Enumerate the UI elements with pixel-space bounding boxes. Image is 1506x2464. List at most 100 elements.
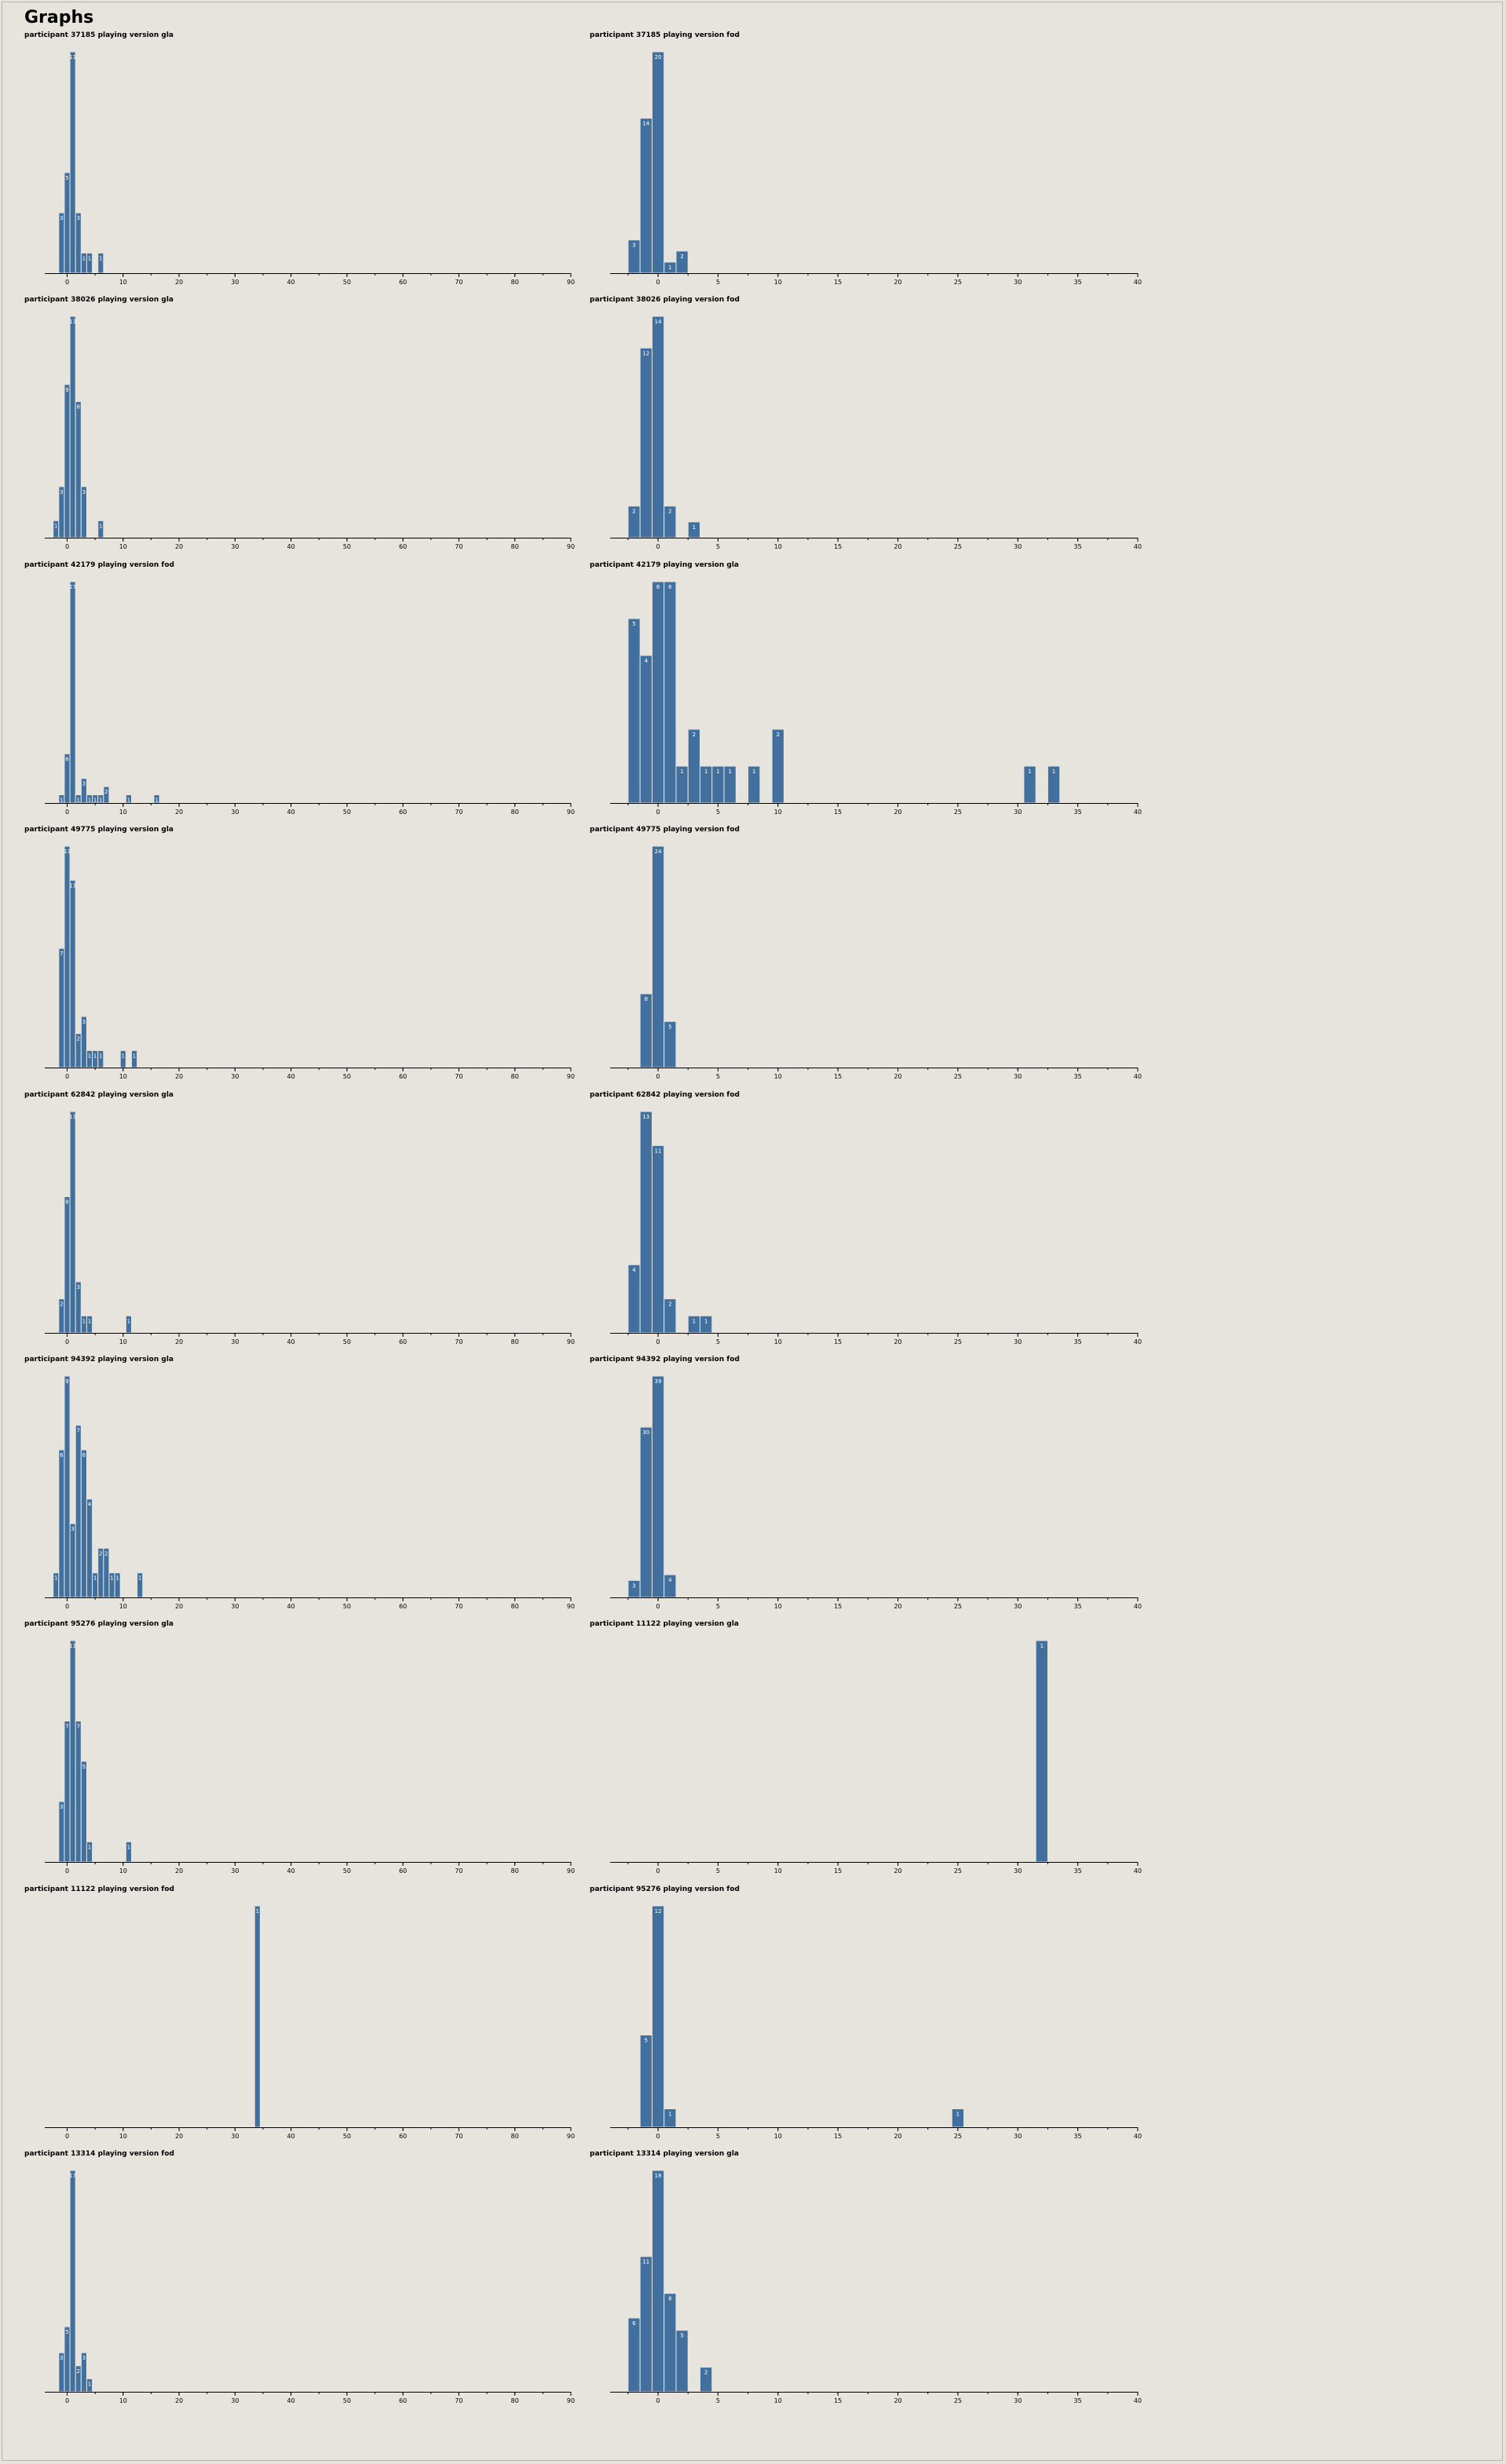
x-axis-tick-label: 70 — [455, 543, 462, 550]
bar-value-label: 20 — [655, 54, 662, 60]
bar-value-label: 4 — [668, 1577, 672, 1583]
x-axis-tick-label: 20 — [894, 279, 901, 286]
x-axis-tick-label: 5 — [716, 809, 720, 816]
x-axis-tick-label: 30 — [231, 543, 239, 550]
bar-value-label: 2 — [680, 254, 683, 260]
x-axis-tick-label: 20 — [894, 1338, 901, 1345]
x-axis-tick-label: 70 — [455, 1338, 462, 1345]
histogram-bar — [75, 1721, 82, 1863]
x-axis-tick-label: 90 — [567, 1867, 575, 1874]
x-axis-tick-label: 35 — [1074, 279, 1082, 286]
bar-value-label: 1 — [99, 524, 102, 530]
x-axis-tick-label: 0 — [656, 2397, 660, 2404]
histogram-bar — [58, 1801, 65, 1863]
histogram-bar — [64, 172, 71, 274]
x-axis-tick-label: 70 — [455, 1603, 462, 1610]
x-axis-tick-label: 10 — [774, 1073, 782, 1080]
x-axis-tick-label: 15 — [834, 279, 842, 286]
x-axis-tick-label: 35 — [1074, 1603, 1082, 1610]
x-axis-tick-label: 30 — [1014, 1073, 1022, 1080]
x-axis-tick-label: 10 — [119, 2397, 127, 2404]
histogram-bar — [69, 2170, 76, 2393]
bar-value-label: 6 — [668, 584, 672, 590]
x-axis-tick-label: 0 — [65, 2133, 69, 2140]
bar-value-label: 11 — [69, 883, 76, 889]
bar-value-label: 3 — [60, 489, 63, 495]
x-axis-tick-label: 5 — [716, 2133, 720, 2140]
x-axis-tick-label: 25 — [954, 543, 962, 550]
x-axis-tick-label: 40 — [1134, 1338, 1142, 1345]
chart-title: participant 37185 playing version gla — [24, 31, 174, 39]
x-axis-tick-label: 60 — [399, 1338, 407, 1345]
bar-value-label: 13 — [69, 319, 76, 325]
bar-value-label: 1 — [728, 768, 731, 775]
x-axis-tick-label: 40 — [287, 2397, 295, 2404]
histogram-bar — [771, 728, 784, 804]
x-axis-tick-label: 0 — [65, 809, 69, 816]
bar-value-label: 4 — [632, 1267, 636, 1273]
histogram-chart: 10 10 20 30 40 50 60 70 80 90 — [45, 1905, 575, 2140]
histogram-bar — [58, 947, 65, 1068]
histogram-chart: 8 24 5 0 5 10 15 20 25 30 35 40 — [610, 845, 1142, 1080]
x-axis-tick-label: 10 — [119, 279, 127, 286]
x-axis-tick-label: 20 — [175, 1073, 183, 1080]
x-axis-tick-label: 40 — [1134, 2397, 1142, 2404]
x-axis-tick-label: 10 — [774, 2133, 782, 2140]
x-axis-tick-label: 0 — [656, 1603, 660, 1610]
bar-value-label: 7 — [60, 951, 63, 957]
histogram-bar — [75, 401, 82, 538]
bar-value-label: 1 — [93, 1575, 97, 1582]
histogram-bar — [64, 1375, 71, 1598]
x-axis-tick-label: 25 — [954, 1073, 962, 1080]
bar-value-label: 2 — [777, 732, 780, 738]
x-axis-tick-label: 80 — [511, 2133, 519, 2140]
bar-value-label: 1 — [1040, 1643, 1044, 1649]
histogram-bar — [1035, 1640, 1048, 1863]
x-axis-tick-label: 50 — [343, 1338, 351, 1345]
bar-value-label: 2 — [632, 509, 635, 515]
bar-value-label: 2 — [693, 732, 696, 738]
x-axis-tick-label: 40 — [1134, 543, 1142, 550]
histogram-bar — [64, 384, 71, 538]
chart-title: participant 42179 playing version fod — [24, 560, 174, 569]
bar-value-label: 2 — [704, 2370, 707, 2376]
x-axis-tick-label: 5 — [716, 279, 720, 286]
bar-value-label: 1 — [88, 797, 91, 803]
x-axis-tick-label: 10 — [774, 1867, 782, 1874]
histogram-bar — [64, 1721, 71, 1863]
bar-value-label: 1 — [88, 1318, 91, 1324]
x-axis-tick-label: 15 — [834, 809, 842, 816]
chart-title: participant 38026 playing version gla — [24, 296, 174, 305]
x-axis-tick-label: 40 — [1134, 809, 1142, 816]
bar-value-label: 9 — [65, 1378, 68, 1385]
histogram-bar — [651, 845, 665, 1068]
bar-value-label: 7 — [65, 1724, 68, 1730]
bar-value-label: 3 — [82, 780, 86, 787]
x-axis-tick-label: 0 — [656, 279, 660, 286]
x-axis-tick-label: 20 — [175, 1867, 183, 1874]
x-axis-tick-label: 30 — [231, 2133, 239, 2140]
bar-value-label: 11 — [69, 54, 76, 60]
bar-value-label: 1 — [54, 524, 57, 530]
bar-value-label: 1 — [99, 255, 102, 261]
bar-value-label: 3 — [77, 215, 80, 221]
x-axis-tick-label: 20 — [175, 1338, 183, 1345]
histogram-bar — [651, 1905, 665, 2128]
x-axis-tick-label: 15 — [834, 2133, 842, 2140]
x-axis-tick-label: 50 — [343, 279, 351, 286]
bar-value-label: 7 — [77, 1428, 80, 1434]
x-axis-tick-label: 50 — [343, 1073, 351, 1080]
bar-value-label: 6 — [60, 1452, 64, 1458]
x-axis-tick-label: 40 — [287, 809, 295, 816]
bar-value-label: 8 — [65, 1199, 68, 1205]
bar-value-label: 18 — [655, 2173, 662, 2179]
bar-value-label: 13 — [642, 1114, 649, 1120]
